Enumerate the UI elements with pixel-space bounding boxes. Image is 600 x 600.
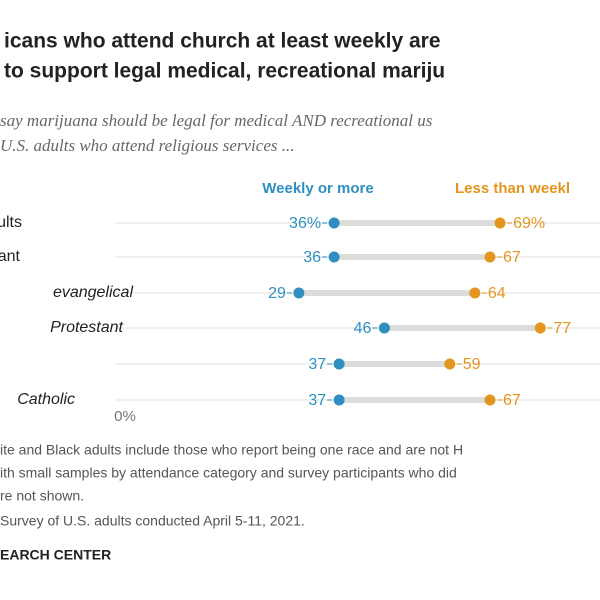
legend-label: Weekly or more <box>262 180 373 197</box>
dot <box>333 394 345 406</box>
note: Survey of U.S. adults conducted April 5-… <box>0 513 305 529</box>
value-label: 67 <box>503 392 521 409</box>
value-label: 46 <box>354 320 372 337</box>
category-label: Catholic <box>17 391 75 408</box>
note: ith small samples by attendance category… <box>0 465 457 481</box>
note: re not shown. <box>0 488 84 504</box>
value-label: 29 <box>268 285 286 302</box>
value-label: 37 <box>308 356 326 373</box>
value-label: 59 <box>463 356 481 373</box>
value-label: 37 <box>308 392 326 409</box>
dot <box>328 217 340 229</box>
value-label: 64 <box>488 285 506 302</box>
x-tick-label: 0% <box>114 408 136 425</box>
category-label: ant <box>0 248 21 265</box>
dot <box>484 251 496 263</box>
dot <box>328 251 340 263</box>
chart-subtitle: U.S. adults who attend religious service… <box>0 136 295 155</box>
dot <box>534 322 546 334</box>
chart-subtitle: say marijuana should be legal for medica… <box>0 111 433 130</box>
category-label: ults <box>0 214 22 231</box>
value-label: 69% <box>513 215 545 232</box>
value-label: 77 <box>553 320 571 337</box>
chart-title: to support legal medical, recreational m… <box>4 60 445 83</box>
category-label: Protestant <box>50 319 123 336</box>
dot <box>494 217 506 229</box>
dot <box>333 358 345 370</box>
dot <box>444 358 456 370</box>
category-label: evangelical <box>53 284 134 301</box>
dot <box>293 287 305 299</box>
note: ite and Black adults include those who r… <box>0 442 463 458</box>
dot <box>469 287 481 299</box>
dot <box>484 394 496 406</box>
value-label: 67 <box>503 249 521 266</box>
value-label: 36 <box>303 249 321 266</box>
dot <box>378 322 390 334</box>
source: EARCH CENTER <box>0 547 111 563</box>
value-label: 36% <box>289 215 321 232</box>
legend-label: Less than weekl <box>455 180 570 197</box>
chart-title: icans who attend church at least weekly … <box>4 30 441 53</box>
